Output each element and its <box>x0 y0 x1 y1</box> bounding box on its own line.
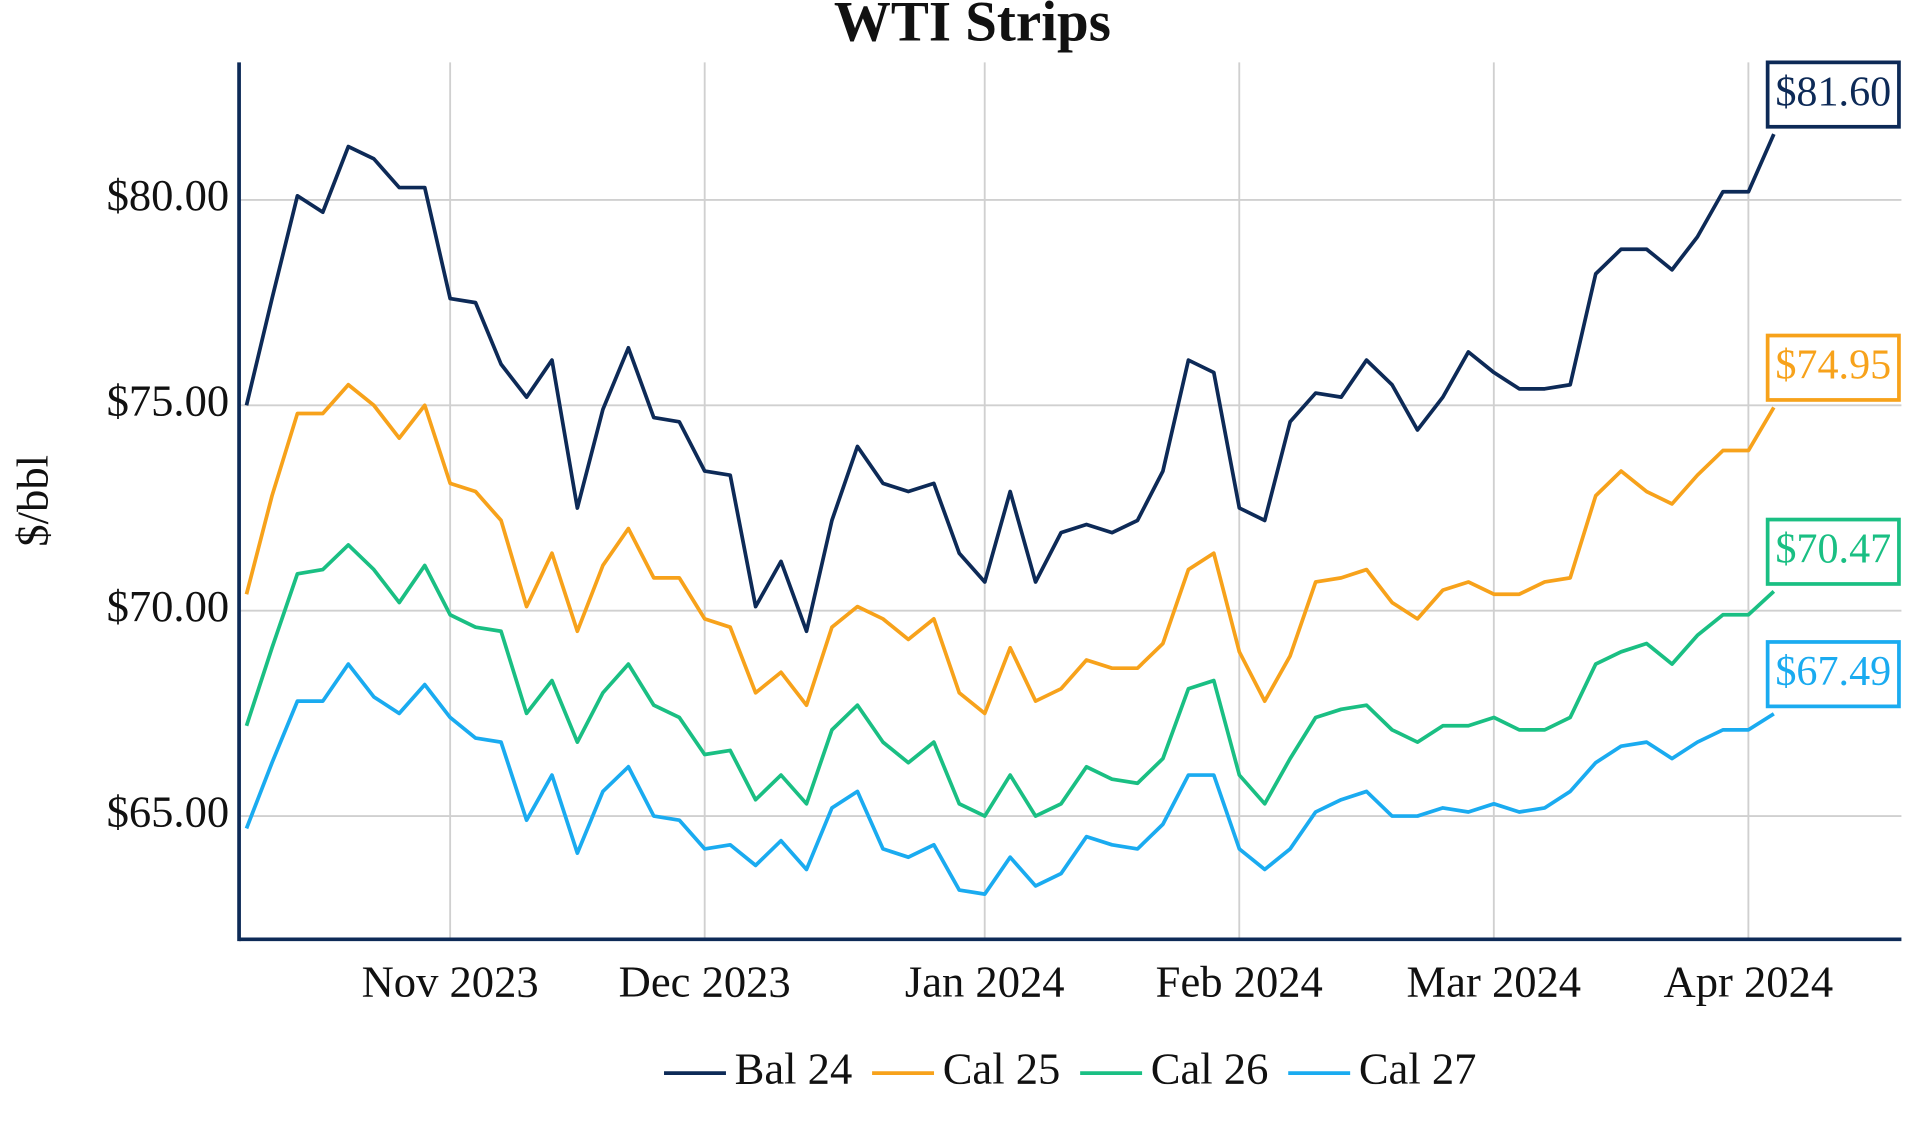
x-tick-label: Feb 2024 <box>1156 957 1323 1007</box>
y-tick-label: $80.00 <box>107 170 230 220</box>
series-line <box>244 382 1776 716</box>
y-tick-label: $70.00 <box>107 581 230 631</box>
value-label-box <box>1765 517 1901 586</box>
legend-label: Cal 25 <box>943 1043 1061 1093</box>
value-label: $74.95 <box>1775 342 1891 389</box>
series-line <box>244 133 1776 634</box>
legend-label: Cal 26 <box>1151 1043 1269 1093</box>
chart-title: WTI Strips <box>834 0 1111 54</box>
series-line <box>244 662 1775 896</box>
y-tick-label: $75.00 <box>107 376 230 426</box>
value-label-box <box>1765 640 1901 709</box>
legend: Bal 24 Cal 25 Cal 26 Cal 27 <box>664 1043 1476 1093</box>
value-label: $81.60 <box>1775 68 1891 115</box>
x-tick-label: Nov 2023 <box>362 957 539 1007</box>
value-label: $70.47 <box>1775 526 1891 573</box>
value-label-box <box>1765 60 1901 129</box>
x-tick-label: Apr 2024 <box>1664 957 1834 1007</box>
plot-area: $81.60 $74.95 $70.47 $67.49 <box>244 60 1901 896</box>
y-tick-label: $65.00 <box>107 786 230 836</box>
x-tick-label: Dec 2023 <box>619 957 791 1007</box>
x-tick-label: Jan 2024 <box>905 957 1065 1007</box>
legend-label: Cal 27 <box>1359 1043 1477 1093</box>
legend-label: Bal 24 <box>735 1043 853 1093</box>
series-line <box>244 543 1776 818</box>
grid <box>237 62 1902 942</box>
x-tick-label: Mar 2024 <box>1407 957 1582 1007</box>
value-label-box <box>1765 333 1901 402</box>
y-axis-title: $/bbl <box>7 455 57 547</box>
value-label: $67.49 <box>1775 648 1891 695</box>
